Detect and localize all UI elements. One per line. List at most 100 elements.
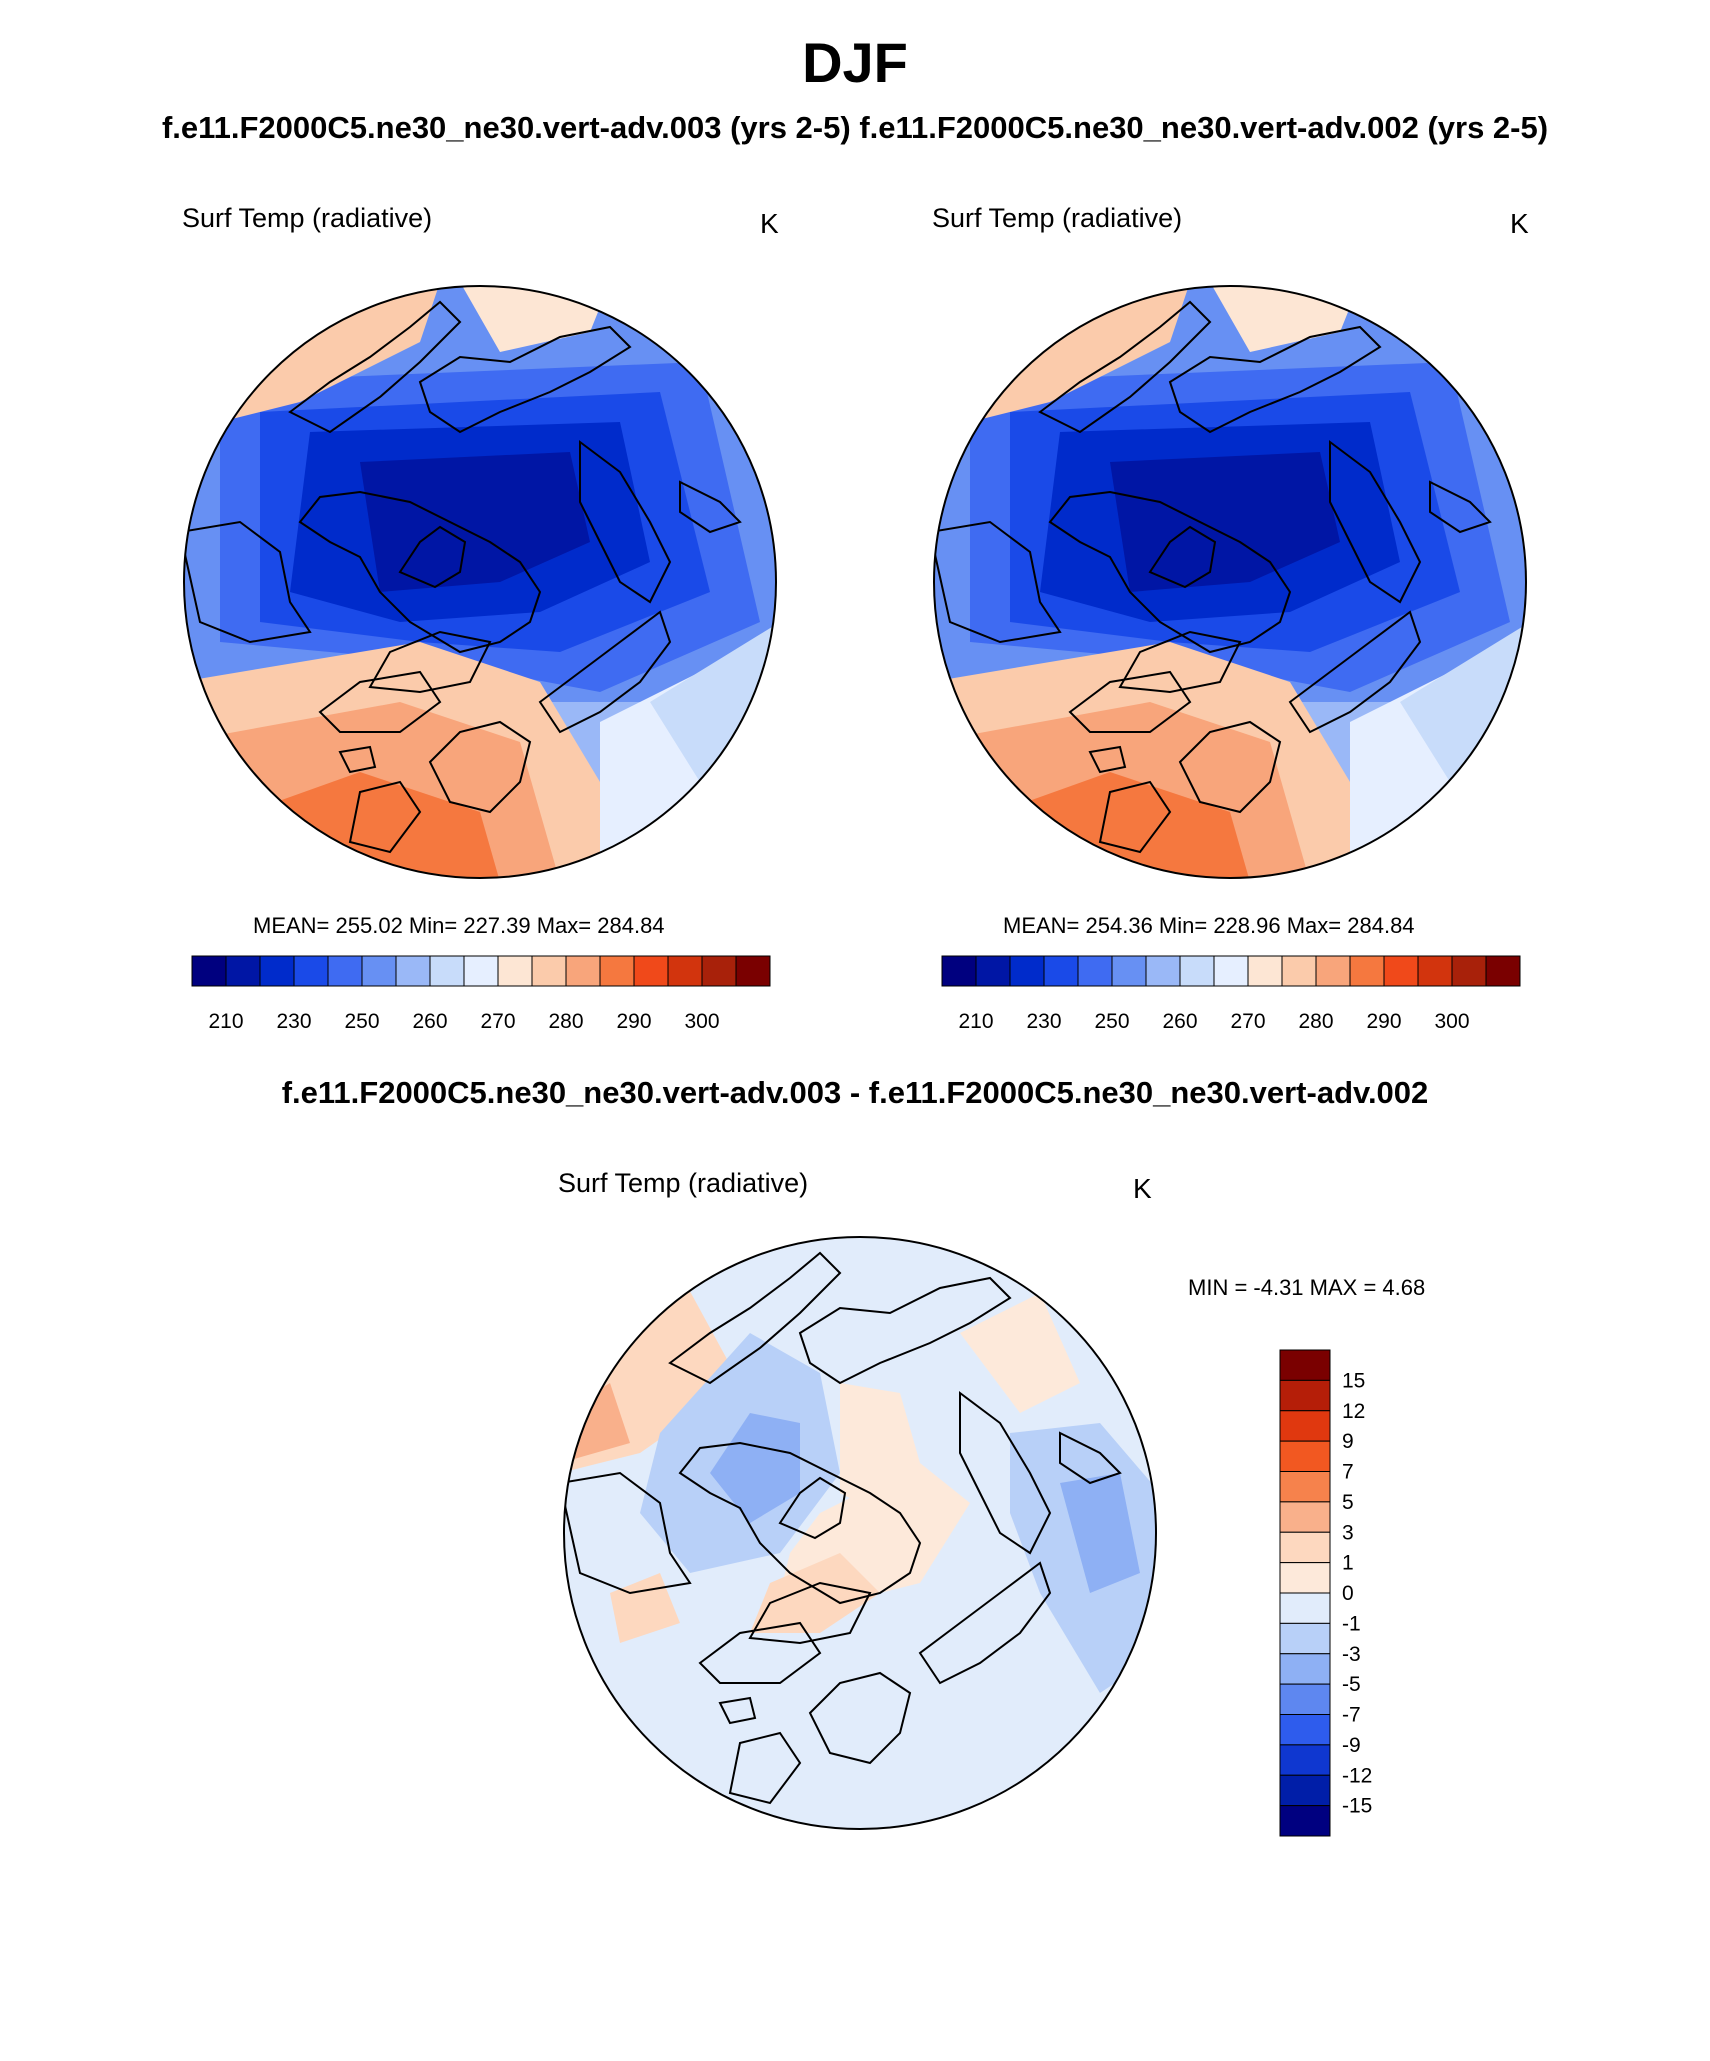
diff-colorbar-tick-label: -15 — [1342, 1795, 1372, 1818]
diff-subtitle: f.e11.F2000C5.ne30_ne30.vert-adv.003 - f… — [281, 1075, 1429, 1110]
diff-colorbar-swatch — [1279, 1805, 1331, 1837]
diff-contour-region — [710, 1413, 800, 1523]
panel1-colorbar-tick-label: 290 — [616, 1010, 651, 1033]
panel2-colorbar-swatch — [1451, 955, 1487, 987]
panel1-colorbar-swatch — [225, 955, 261, 987]
diff-contour-region — [1060, 1473, 1140, 1593]
diff-colorbar-swatch — [1279, 1714, 1331, 1746]
diff-colorbar-tick-label: -1 — [1342, 1612, 1361, 1635]
diff-colorbar-swatch — [1279, 1592, 1331, 1624]
top-subtitle: f.e11.F2000C5.ne30_ne30.vert-adv.003 (yr… — [0, 110, 1710, 146]
diff-contour-region — [610, 1573, 680, 1643]
diff-colorbar-tick-label: -7 — [1342, 1704, 1361, 1727]
main-title: DJF — [802, 31, 908, 94]
panel1-colorbar-swatch — [531, 955, 567, 987]
diff-coastline — [748, 1581, 872, 1645]
diff-colorbar-tick-label: -3 — [1342, 1643, 1361, 1666]
diff-colorbar-tick-label: 7 — [1342, 1461, 1354, 1484]
panel2-colorbar-swatch — [1281, 955, 1317, 987]
diff-coastline — [918, 1561, 1052, 1685]
panel2-colorbar-swatch — [1213, 955, 1249, 987]
panel2-coastline — [1329, 440, 1422, 604]
panel2-colorbar-tick-label: 300 — [1434, 1010, 1469, 1033]
panel1-colorbar-swatch — [599, 955, 635, 987]
panel2-colorbar-swatch — [1009, 955, 1045, 987]
panel2-coastline — [1168, 325, 1382, 434]
panel1-colorbar-tick-label: 270 — [480, 1010, 515, 1033]
diff-colorbar-tick-label: 0 — [1342, 1582, 1354, 1605]
panel1-contour-region — [360, 452, 590, 592]
diff-colorbar-swatch — [1279, 1774, 1331, 1807]
diff-colorbar-tick-label: 12 — [1342, 1400, 1365, 1423]
panel1-coastline — [398, 525, 467, 589]
panel1-colorbar-tick-label: 230 — [276, 1010, 311, 1033]
diff-coastline — [564, 1471, 692, 1595]
panel1-variable-label: Surf Temp (radiative) — [182, 203, 433, 233]
panel2-units-label: K — [1510, 208, 1529, 239]
panel1-coastline — [428, 720, 532, 814]
map-panel-difference — [564, 1237, 1156, 1829]
panel1-coastline — [288, 300, 462, 434]
panel2-stats: MEAN= 254.36 Min= 228.96 Max= 284.84 — [1003, 913, 1415, 938]
panel1-colorbar-swatch — [497, 955, 533, 987]
subtitle-case-a: f.e11.F2000C5.ne30_ne30.vert-adv.003 (yr… — [161, 110, 851, 145]
panel2-colorbar-swatch — [1179, 955, 1215, 987]
diff-border — [563, 1236, 1157, 1830]
diff-coastline — [718, 1696, 757, 1725]
diff-colorbar-swatch — [1279, 1622, 1331, 1655]
panel2-colorbar-swatch — [975, 955, 1011, 987]
panel1-colorbar-swatch — [463, 955, 499, 987]
panel1-coastline — [348, 780, 422, 854]
diff-colorbar-swatch — [1279, 1683, 1331, 1715]
panel1-colorbar-swatch — [293, 955, 329, 987]
diff-coastline — [698, 1621, 822, 1684]
panel2-colorbar-swatch — [1349, 955, 1385, 987]
panel1-colorbar-tick-label: 250 — [344, 1010, 379, 1033]
panel1-colorbar-swatch — [667, 955, 703, 987]
diff-colorbar-tick-label: 3 — [1342, 1521, 1354, 1544]
panel1-colorbar-swatch — [259, 955, 295, 987]
panel2-variable-label: Surf Temp (radiative) — [932, 203, 1183, 233]
panel1-border — [183, 285, 777, 879]
diff-colorbar-tick-label: 1 — [1342, 1552, 1354, 1575]
panel1-colorbar-tick-label: 260 — [412, 1010, 447, 1033]
panel1-coastline — [318, 670, 442, 733]
diff-colorbar-tick-label: -9 — [1342, 1734, 1361, 1757]
panel2-coastline — [1429, 480, 1492, 534]
panel2-colorbar-swatch — [1485, 955, 1521, 987]
diff-colorbar-swatch — [1279, 1501, 1331, 1533]
diff-colorbar-swatch — [1279, 1471, 1331, 1503]
panel1-colorbar-swatch — [361, 955, 397, 987]
panel2-coastline — [1088, 745, 1127, 774]
panel2-colorbar-tick-label: 280 — [1298, 1010, 1333, 1033]
panel1-coastline — [538, 610, 672, 734]
panel2-coastline — [1288, 610, 1422, 734]
diff-coastline — [678, 1441, 922, 1605]
diff-colorbar-tick-label: 9 — [1342, 1430, 1354, 1453]
panel1-colorbar-swatch — [565, 955, 601, 987]
panel2-colorbar-swatch — [941, 955, 977, 987]
diff-colorbar-swatch — [1279, 1379, 1331, 1412]
panel1-coastline — [338, 745, 377, 774]
panel1-coastline — [579, 440, 672, 604]
panel1-colorbar-swatch — [633, 955, 669, 987]
panel2-coastline — [1038, 300, 1212, 434]
panel2-colorbar-swatch — [1145, 955, 1181, 987]
panel2-colorbar-tick-label: 250 — [1094, 1010, 1129, 1033]
panel1-colorbar-tick-label: 210 — [208, 1010, 243, 1033]
diff-colorbar-swatch — [1279, 1744, 1331, 1776]
diff-variable-label: Surf Temp (radiative) — [558, 1168, 809, 1198]
diff-coastline — [728, 1731, 802, 1805]
panel2-colorbar-tick-label: 290 — [1366, 1010, 1401, 1033]
diff-colorbar-swatch — [1279, 1349, 1331, 1381]
diff-contour-region — [750, 1553, 880, 1633]
panel1-colorbar-swatch — [327, 955, 363, 987]
panel2-colorbar-swatch — [1315, 955, 1351, 987]
panel1-colorbar-tick-label: 300 — [684, 1010, 719, 1033]
panel2-colorbar-tick-label: 210 — [958, 1010, 993, 1033]
diff-coastline — [778, 1476, 847, 1540]
panel1-colorbar-swatch — [701, 955, 737, 987]
panel2-colorbar-swatch — [1043, 955, 1079, 987]
diff-colorbar-tick-label: 5 — [1342, 1491, 1354, 1514]
